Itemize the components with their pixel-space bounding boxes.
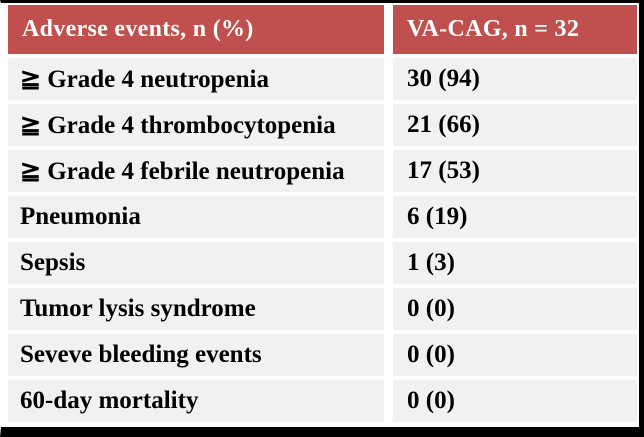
column-header-va-cag: VA-CAG, n = 32 bbox=[393, 5, 637, 54]
row-label: 60-day mortality bbox=[8, 380, 384, 422]
row-label: ≧ Grade 4 neutropenia bbox=[8, 58, 384, 100]
row-label: ≧ Grade 4 thrombocytopenia bbox=[8, 104, 384, 146]
row-label: Pneumonia bbox=[8, 196, 384, 238]
row-label: Sepsis bbox=[8, 242, 384, 284]
row-value: 17 (53) bbox=[393, 150, 637, 192]
row-value: 1 (3) bbox=[393, 242, 637, 284]
row-value: 0 (0) bbox=[393, 288, 637, 330]
adverse-events-table: Adverse events, n (%) VA-CAG, n = 32 ≧ G… bbox=[8, 5, 637, 422]
row-value: 30 (94) bbox=[393, 58, 637, 100]
column-header-adverse-events: Adverse events, n (%) bbox=[8, 5, 384, 54]
row-label: Tumor lysis syndrome bbox=[8, 288, 384, 330]
row-label: ≧ Grade 4 febrile neutropenia bbox=[8, 150, 384, 192]
row-value: 6 (19) bbox=[393, 196, 637, 238]
row-value: 0 (0) bbox=[393, 334, 637, 376]
row-value: 21 (66) bbox=[393, 104, 637, 146]
row-label: Seveve bleeding events bbox=[8, 334, 384, 376]
row-value: 0 (0) bbox=[393, 380, 637, 422]
